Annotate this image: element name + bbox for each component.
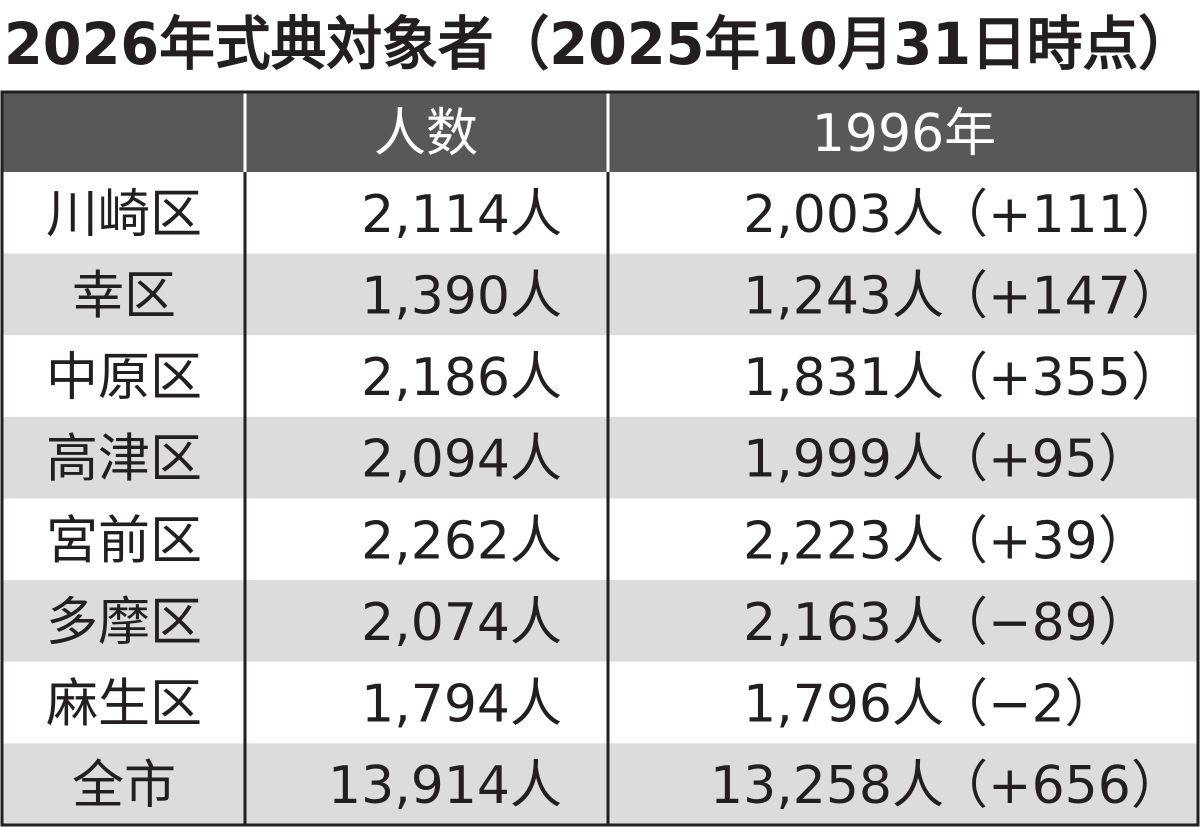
district-cell: 中原区: [46, 348, 202, 408]
past-count-cell: 1,999人: [743, 430, 944, 490]
district-cell: 多摩区: [46, 593, 202, 653]
row-background: [2, 253, 1198, 336]
count-cell: 1,794人: [361, 675, 562, 735]
difference-cell: （+95）: [936, 430, 1150, 490]
row-background: [2, 172, 1198, 254]
past-count-cell: 1,831人: [743, 348, 944, 408]
row-background: [2, 416, 1198, 499]
past-count-cell: 1,796人: [743, 675, 944, 735]
count-cell: 13,914人: [328, 756, 562, 816]
count-cell: 2,094人: [361, 430, 562, 490]
difference-cell: （+656）: [936, 756, 1183, 816]
header-cell: 人数: [374, 104, 478, 164]
past-count-cell: 1,243人: [743, 266, 944, 326]
difference-cell: （−89）: [936, 593, 1150, 653]
count-cell: 2,262人: [361, 511, 562, 571]
row-background: [2, 498, 1198, 581]
count-cell: 2,074人: [361, 593, 562, 653]
district-cell: 宮前区: [46, 511, 202, 571]
row-background: [2, 335, 1198, 417]
difference-cell: （+147）: [936, 266, 1183, 326]
difference-cell: （+39）: [936, 511, 1150, 571]
row-background: [2, 743, 1198, 825]
row-background: [2, 661, 1198, 744]
district-cell: 麻生区: [46, 675, 202, 735]
row-background: [2, 580, 1198, 662]
past-count-cell: 2,163人: [743, 593, 944, 653]
difference-cell: （+355）: [936, 348, 1183, 408]
header-background: [2, 92, 1198, 172]
count-cell: 2,114人: [361, 185, 562, 245]
district-cell: 高津区: [46, 430, 202, 490]
title: 2026年式典対象者（2025年10月31日時点）: [4, 10, 1194, 78]
district-cell: 幸区: [72, 266, 176, 326]
district-cell: 全市: [72, 756, 176, 816]
difference-cell: （+111）: [936, 185, 1183, 245]
table-border: [0, 90, 1200, 827]
count-cell: 1,390人: [361, 266, 562, 326]
count-cell: 2,186人: [361, 348, 562, 408]
header-cell: 1996年: [812, 104, 996, 164]
district-cell: 川崎区: [46, 185, 202, 245]
past-count-cell: 2,003人: [743, 185, 944, 245]
difference-cell: （−2）: [936, 675, 1117, 735]
past-count-cell: 2,223人: [743, 511, 944, 571]
past-count-cell: 13,258人: [710, 756, 944, 816]
